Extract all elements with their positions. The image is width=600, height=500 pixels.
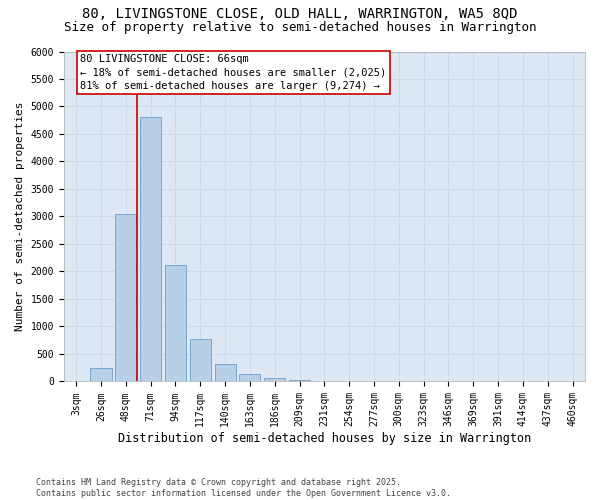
Bar (115, 214, 136, 382)
Text: Contains HM Land Registry data © Crown copyright and database right 2025.
Contai: Contains HM Land Registry data © Crown c… (36, 478, 451, 498)
X-axis label: Distribution of semi-detached houses by size in Warrington: Distribution of semi-detached houses by … (118, 432, 531, 445)
Bar (190, 338, 211, 382)
Bar (140, 118, 161, 382)
Text: Size of property relative to semi-detached houses in Warrington: Size of property relative to semi-detach… (64, 21, 536, 34)
Text: 80, LIVINGSTONE CLOSE, OLD HALL, WARRINGTON, WA5 8QD: 80, LIVINGSTONE CLOSE, OLD HALL, WARRING… (82, 8, 518, 22)
Bar (239, 374, 260, 382)
Text: 80 LIVINGSTONE CLOSE: 66sqm
← 18% of semi-detached houses are smaller (2,025)
81: 80 LIVINGSTONE CLOSE: 66sqm ← 18% of sem… (80, 54, 386, 90)
Y-axis label: Number of semi-detached properties: Number of semi-detached properties (15, 102, 25, 331)
Bar (165, 265, 186, 382)
Bar (314, 381, 335, 382)
Bar (91, 368, 112, 382)
Bar (264, 378, 285, 382)
Bar (215, 364, 236, 382)
Bar (289, 380, 310, 382)
